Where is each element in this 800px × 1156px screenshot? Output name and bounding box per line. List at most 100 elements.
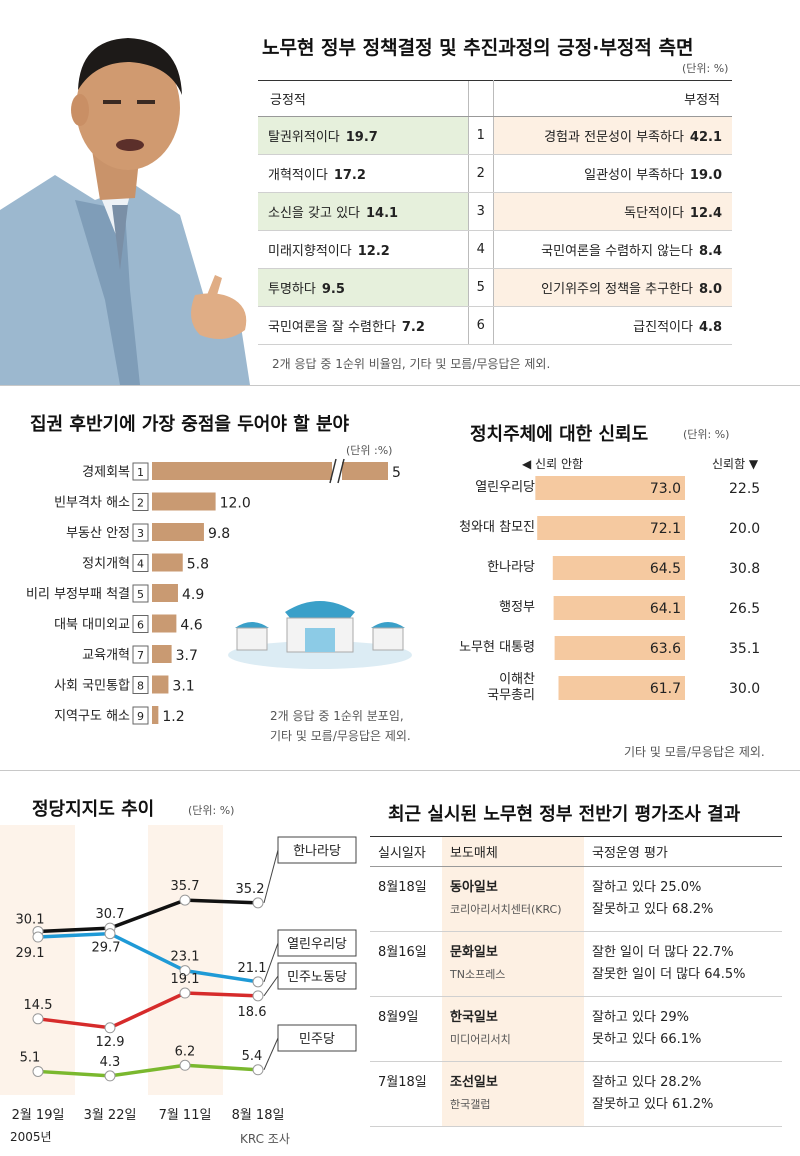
legend-pointer: [263, 942, 279, 983]
series-line: [37, 898, 259, 934]
data-point: [32, 931, 44, 943]
legend-box: [277, 962, 357, 990]
eval-negative: 잘못하고 있다 68.2%: [592, 902, 714, 917]
survey-date: 8월18일: [370, 866, 442, 932]
value-label: 4.6: [180, 618, 202, 634]
value-label-trust: 35.1: [729, 641, 760, 657]
axis-break: [332, 459, 342, 483]
value-label-distrust: 64.5: [650, 561, 681, 577]
rank-box: [132, 554, 149, 572]
section2-note-1: 2개 응답 중 1순위 분포임,: [270, 709, 404, 723]
positive-label: 소신을 갖고 있다: [268, 206, 360, 221]
rank-number: 4: [137, 558, 144, 571]
evaluation-table: 긍정적 부정적 탈권위적이다 19.7 1 경험과 전문성이 부족하다 42.1 개…: [258, 80, 732, 345]
value-label-distrust: 63.6: [650, 641, 681, 657]
section5-title: 최근 실시된 노무현 정부 전반기 평가조사 결과: [388, 804, 741, 825]
data-point: [179, 965, 191, 977]
rank: 3: [467, 192, 494, 231]
header-rank: [467, 80, 494, 117]
rank: 6: [467, 306, 494, 345]
value-label-trust: 30.0: [729, 681, 760, 697]
value-label: 9.8: [208, 526, 230, 542]
section2-note-2: 기타 및 모름/무응답은 제외.: [270, 729, 411, 743]
section3-title: 정치주체에 대한 신뢰도: [470, 424, 649, 445]
agency-name: 미디어리서치: [450, 1033, 511, 1046]
legend-label: 민주노동당: [287, 970, 347, 985]
value-label: 3.7: [176, 648, 198, 664]
eval-positive: 잘하고 있다 28.2%: [592, 1075, 702, 1090]
category-label: 비리 부정부패 척결: [26, 587, 130, 602]
table-row: 소신을 갖고 있다 14.1 3 독단적이다 12.4: [258, 192, 732, 231]
rank: 5: [467, 268, 494, 307]
header-date: 실시일자: [370, 836, 442, 867]
data-label: 29.1: [16, 946, 45, 961]
section4-unit: (단위: %): [188, 804, 235, 817]
section4-title: 정당지지도 추이: [32, 799, 155, 820]
legend-label: 민주당: [299, 1032, 335, 1047]
bar: [152, 462, 388, 480]
value-label-distrust: 64.1: [650, 601, 681, 617]
bar-distrust: [552, 556, 685, 580]
bar: [152, 706, 159, 724]
legend-trust: 신뢰함 ▼: [712, 457, 759, 471]
data-label: 35.7: [171, 879, 200, 894]
data-point: [252, 976, 264, 988]
table-row: 개혁적이다 17.2 2 일관성이 부족하다 19.0: [258, 154, 732, 193]
media-name: 문화일보: [450, 945, 498, 960]
positive-label: 탈권위적이다: [268, 130, 340, 145]
section2-title: 집권 후반기에 가장 중점을 두어야 할 분야: [30, 414, 350, 435]
category-label: 빈부격차 해소: [54, 496, 130, 511]
header-negative: 부정적: [493, 80, 732, 117]
bar: [152, 523, 204, 541]
table-row: 8월9일 한국일보 미디어리서치 잘하고 있다 29% 못하고 있다 66.1%: [370, 996, 782, 1062]
series-line: [37, 991, 259, 1030]
legend-distrust: ◀ 신뢰 안함: [522, 457, 584, 471]
category-label: 교육개혁: [82, 648, 130, 663]
data-label: 12.9: [96, 1035, 125, 1050]
axis-break-line: [337, 458, 345, 484]
negative-label: 일관성이 부족하다: [584, 168, 684, 183]
header-eval: 국정운영 평가: [584, 836, 782, 867]
section3-note: 기타 및 모름/무응답은 제외.: [624, 745, 765, 759]
data-label: 4.3: [100, 1055, 121, 1070]
rank-number: 7: [137, 649, 144, 662]
data-label: 18.6: [238, 1005, 267, 1020]
eval-negative: 잘못한 일이 더 많다 64.5%: [592, 967, 746, 982]
divider: [0, 385, 800, 386]
agency-name: 한국갤럽: [450, 1098, 491, 1111]
bar: [152, 645, 172, 663]
data-point: [104, 1022, 116, 1034]
data-label: 6.2: [175, 1044, 196, 1059]
trust-bar-chart: 열린우리당 73.0 22.5 청와대 참모진 72.1 20.0 한나라당 64.5 30.8…: [459, 476, 760, 703]
data-point: [252, 897, 264, 909]
legend-label: 열린우리당: [287, 937, 347, 952]
bar-distrust: [537, 516, 685, 540]
data-label: 21.1: [238, 961, 267, 976]
x-tick-label: 7월 11일: [159, 1108, 212, 1123]
table-row: 8월16일 문화일보 TN소프레스 잘한 일이 더 많다 22.7% 잘못한 일이 …: [370, 931, 782, 997]
bar-distrust: [535, 476, 685, 500]
eval-negative: 잘못하고 있다 61.2%: [592, 1097, 714, 1112]
bar-distrust: [558, 676, 685, 700]
category-label: 지역구도 해소: [54, 709, 130, 724]
value-label-distrust: 72.1: [650, 521, 681, 537]
positive-label: 미래지향적이다: [268, 244, 352, 259]
data-label: 29.7: [92, 941, 121, 956]
category-label: 경제회복: [82, 465, 130, 480]
positive-value: 19.7: [345, 130, 378, 145]
data-label: 23.1: [171, 950, 200, 965]
data-label: 35.2: [236, 882, 265, 897]
rank-box: [132, 584, 149, 603]
data-point: [179, 894, 191, 906]
rank-box: [132, 615, 149, 633]
table-row: 국민여론을 잘 수렴한다 7.2 6 급진적이다 4.8: [258, 306, 732, 345]
rank-number: 3: [137, 527, 144, 540]
series-line: [37, 1063, 259, 1078]
media-name: 조선일보: [450, 1075, 498, 1090]
negative-value: 12.4: [689, 206, 722, 221]
value-label: 3.1: [172, 679, 194, 695]
category-label: 이해찬: [499, 672, 535, 687]
bar: [152, 614, 177, 633]
bar: [152, 553, 183, 572]
